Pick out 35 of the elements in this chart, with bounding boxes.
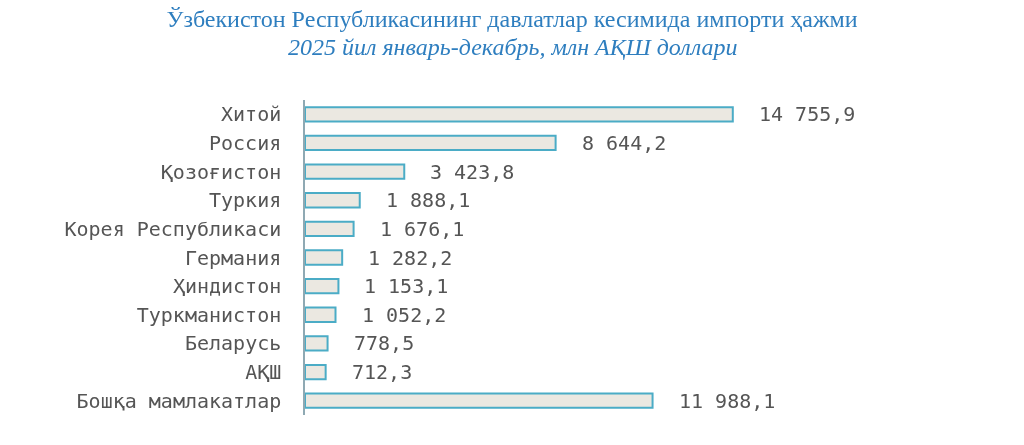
bar (305, 335, 329, 352)
bar (305, 106, 734, 123)
data-label: 3 423,8 (430, 160, 515, 184)
data-label: 1 282,2 (368, 246, 453, 270)
y-tick-label: Туркия (209, 188, 282, 213)
bar (305, 134, 557, 152)
y-tick-label: Россия (209, 130, 282, 155)
data-label: 11 988,1 (679, 389, 776, 413)
bar (305, 392, 654, 409)
y-tick-label: Германия (184, 245, 282, 270)
data-label: 712,3 (352, 360, 413, 384)
bar (305, 163, 406, 180)
bar (305, 277, 340, 295)
chart-title: Ўзбекистон Республикасининг давлатлар кесимида импорти ҳажми (166, 6, 858, 33)
bar (305, 192, 361, 209)
chart-subtitle: 2025 йил январь-декабрь, млн АҚШ доллари (288, 34, 738, 60)
data-label: 8 644,2 (582, 131, 667, 155)
y-tick-label: АҚШ (245, 360, 282, 385)
data-label: 778,5 (354, 331, 415, 355)
data-label: 14 755,9 (759, 102, 856, 126)
data-label: 1 052,2 (362, 303, 447, 327)
y-tick-label: Беларусь (184, 331, 282, 356)
y-tick-label: Хитой (221, 102, 282, 127)
bar (305, 306, 337, 323)
y-tick-label: Корея Республикаси (64, 216, 282, 241)
bar (305, 249, 344, 266)
y-tick-label: Қозоғистон (160, 159, 282, 184)
data-label: 1 153,1 (364, 274, 449, 298)
bar (305, 363, 327, 381)
y-tick-label: Туркманистон (136, 302, 282, 327)
data-label: 1 676,1 (380, 217, 465, 241)
y-tick-label: Ҳиндистон (172, 274, 282, 299)
bar (305, 220, 355, 238)
y-tick-label: Бошқа мамлакатлар (76, 388, 282, 413)
data-label: 1 888,1 (386, 188, 471, 212)
